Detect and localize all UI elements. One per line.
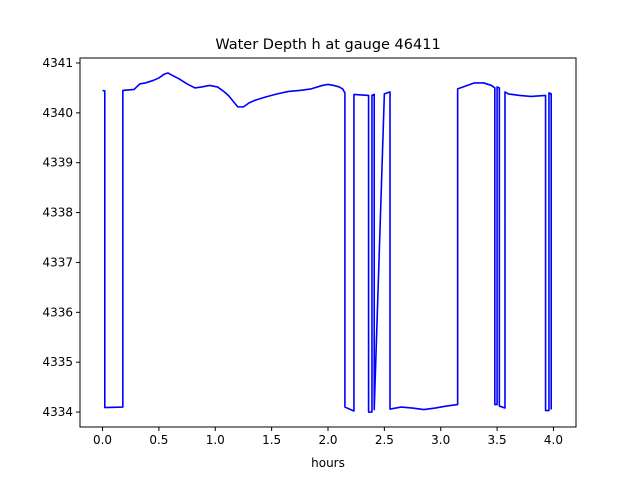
x-tick-label: 2.0 (318, 433, 337, 447)
x-tick-label: 3.0 (431, 433, 450, 447)
y-axis: 4334 4335 4336 4337 4338 4339 4340 4341 (42, 56, 80, 419)
x-tick-label: 3.5 (488, 433, 507, 447)
y-tick-label: 4341 (42, 56, 73, 70)
x-tick-label: 1.5 (262, 433, 281, 447)
y-tick-label: 4339 (42, 156, 73, 170)
series-layer (102, 72, 553, 413)
y-tick-label: 4336 (42, 305, 73, 319)
x-tick-label: 0.5 (149, 433, 168, 447)
x-tick-label: 2.5 (375, 433, 394, 447)
series-line (102, 72, 553, 413)
y-tick-label: 4337 (42, 255, 73, 269)
chart-title: Water Depth h at gauge 46411 (215, 37, 440, 53)
y-tick-label: 4340 (42, 106, 73, 120)
x-tick-label: 4.0 (544, 433, 563, 447)
y-tick-label: 4338 (42, 206, 73, 220)
x-tick-label: 1.0 (206, 433, 225, 447)
plot-background (80, 58, 576, 427)
y-tick-label: 4334 (42, 405, 73, 419)
plot-area (79, 57, 577, 428)
x-axis: 0.0 0.5 1.0 1.5 2.0 2.5 3.0 3.5 4.0 (93, 427, 563, 447)
y-tick-label: 4335 (42, 355, 73, 369)
x-tick-label: 0.0 (93, 433, 112, 447)
x-axis-label: hours (311, 456, 345, 470)
